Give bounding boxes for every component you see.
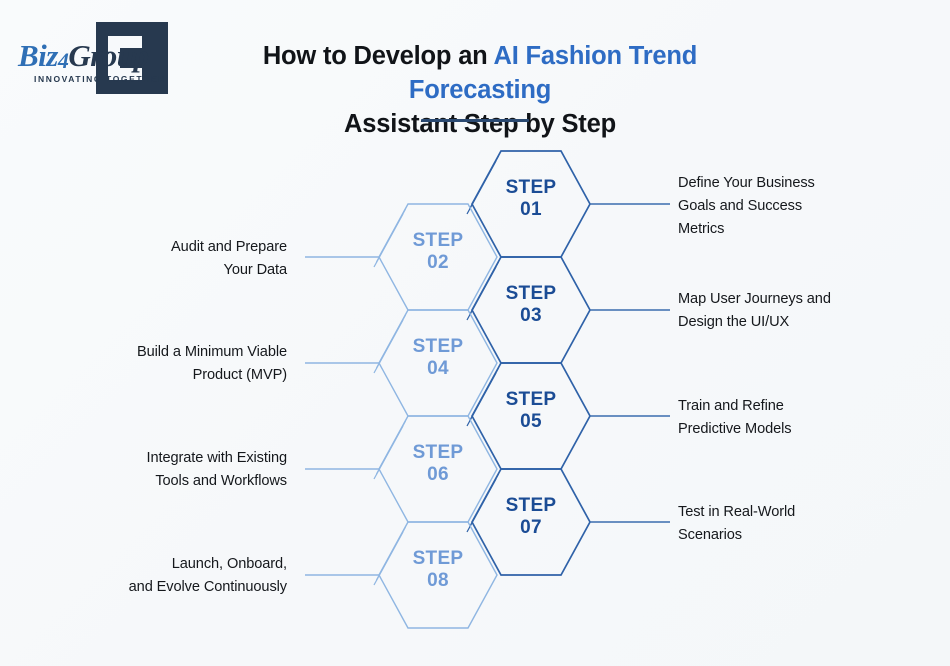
hexagon-accent-1-2 [466, 160, 497, 215]
brand-name-part1: Biz [18, 38, 58, 73]
hex-label-7: STEP 07 [505, 495, 557, 539]
title-underline [421, 119, 529, 122]
brand-wordmark: Biz4Group [18, 40, 149, 72]
hex-label-8: STEP 08 [412, 548, 464, 592]
step-description-1: Define Your Business Goals and Success Met… [678, 175, 815, 237]
hexagon-accent-5-2 [466, 372, 497, 427]
hex-label-6: STEP 06 [412, 442, 464, 486]
hexagon-8 [378, 521, 498, 629]
step-description-6: Integrate with Existing Tools and Workflo… [146, 450, 288, 489]
hex-label-5: STEP 05 [505, 389, 557, 433]
page-title: How to Develop an AI Fashion Trend Forec… [190, 40, 770, 142]
step-description-3: Map User Journeys and Design the UI/UX [678, 291, 831, 330]
step-description-5: Train and Refine Predictive Models [678, 398, 792, 437]
hexagon-accent-8-2 [373, 531, 404, 586]
brand-logo: Biz4Group INNOVATING TOGETHER [18, 22, 188, 94]
hex-label-4: STEP 04 [412, 336, 464, 380]
step-description-8: Launch, Onboard, and Evolve Continuously [128, 556, 287, 595]
brand-name-part2: Group [68, 38, 149, 73]
hexagon-accent-6-2 [373, 425, 404, 480]
step-description-7: Test in Real-World Scenarios [678, 504, 796, 543]
hexagon-accent-4-2 [373, 319, 404, 374]
brand-tagline: INNOVATING TOGETHER [34, 74, 166, 84]
hex-label-1: STEP 01 [505, 177, 557, 221]
step-description-4: Build a Minimum Viable Product (MVP) [136, 344, 287, 383]
brand-name-digit: 4 [57, 48, 69, 73]
hex-label-3: STEP 03 [505, 283, 557, 327]
hexagon-accent-7-2 [466, 478, 497, 533]
title-tail: Assistant Step by Step [344, 109, 616, 138]
bracket-square-icon [96, 22, 168, 94]
hexagon-accent-3-2 [466, 266, 497, 321]
step-description-2: Audit and Prepare Your Data [171, 239, 287, 278]
hexagon-accent-2-2 [373, 213, 404, 268]
connector-lines [305, 203, 670, 576]
hex-label-2: STEP 02 [412, 230, 464, 274]
title-lead: How to Develop an [262, 42, 494, 70]
title-accent: AI Fashion Trend Forecasting [408, 42, 698, 104]
